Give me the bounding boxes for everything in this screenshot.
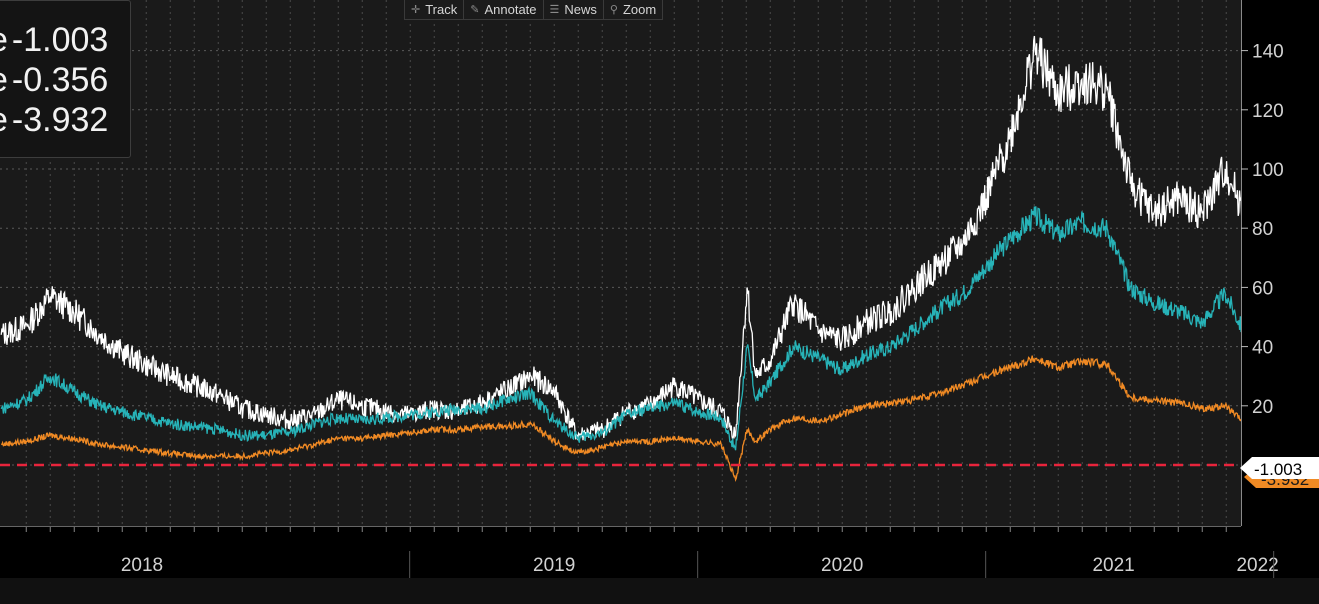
- series-line-2: [1, 355, 1319, 482]
- legend-value-teal: -0.356: [11, 61, 109, 99]
- x-tick-label: 2019: [533, 555, 575, 576]
- news-button[interactable]: ☰ News: [544, 0, 604, 19]
- zoom-button[interactable]: ⚲ Zoom: [604, 0, 662, 19]
- legend-row-white: e-1.003: [0, 21, 108, 60]
- chart-toolbar: ✛ Track ✎ Annotate ☰ News ⚲ Zoom: [404, 0, 664, 20]
- vertical-grid: [25, 0, 1227, 526]
- news-label: News: [564, 2, 597, 17]
- series-layer: [0, 35, 1319, 482]
- legend-value-orange: -3.932: [11, 101, 109, 139]
- legend-row-orange: e-3.932: [0, 101, 108, 140]
- x-axis: 2018 2019 2020 2021 2022: [0, 526, 1279, 578]
- y-tick-label: 20: [1252, 397, 1273, 418]
- legend-prefix: e: [0, 61, 8, 99]
- track-button[interactable]: ✛ Track: [405, 0, 465, 19]
- annotate-button[interactable]: ✎ Annotate: [464, 0, 544, 19]
- y-tick-label: 60: [1252, 278, 1273, 299]
- y-axis: 20 40 60 80 100 120 140: [1241, 42, 1284, 418]
- series-line-0: [0, 35, 1319, 441]
- crosshair-icon: ✛: [411, 4, 421, 16]
- last-value-white: -1.003: [1254, 460, 1302, 479]
- y-tick-label: 100: [1252, 160, 1284, 181]
- y-tick-label: 40: [1252, 338, 1273, 359]
- x-axis-panel: [0, 526, 1319, 578]
- legend-prefix: e: [0, 21, 8, 59]
- news-icon: ☰: [549, 4, 560, 16]
- y-tick-label: 80: [1252, 219, 1273, 240]
- legend-value-white: -1.003: [11, 21, 109, 59]
- x-tick-label: 2022: [1236, 555, 1278, 576]
- legend-box: e-1.003 e-0.356 e-3.932: [0, 0, 131, 158]
- track-label: Track: [425, 2, 458, 17]
- x-tick-label: 2018: [121, 555, 163, 576]
- zoom-label: Zoom: [622, 2, 657, 17]
- y-tick-label: 140: [1252, 42, 1284, 63]
- last-value-tag-white: -1.003: [1240, 457, 1319, 479]
- x-tick-label: 2021: [1092, 555, 1134, 576]
- magnifier-icon: ⚲: [609, 4, 618, 16]
- series-line-1: [0, 206, 1319, 451]
- legend-prefix: e: [0, 101, 8, 139]
- x-tick-label: 2020: [821, 555, 863, 576]
- pencil-icon: ✎: [470, 4, 480, 16]
- plot-background: [0, 0, 1241, 526]
- y-tick-label: 120: [1252, 101, 1284, 122]
- y-axis-panel: [1241, 0, 1319, 526]
- annotate-label: Annotate: [484, 2, 537, 17]
- legend-row-teal: e-0.356: [0, 61, 108, 100]
- bottom-bar: [0, 578, 1319, 604]
